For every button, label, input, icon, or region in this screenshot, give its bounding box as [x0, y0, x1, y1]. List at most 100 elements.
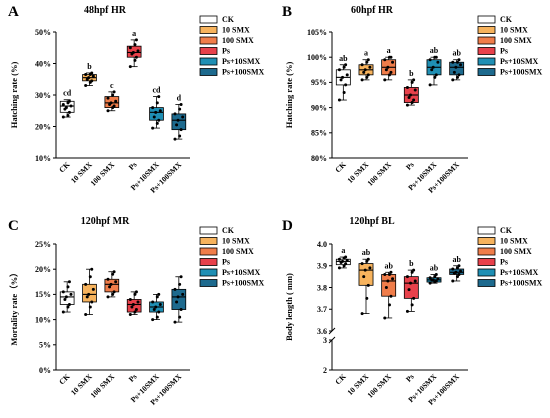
data-point	[136, 49, 140, 53]
data-point	[387, 272, 391, 276]
data-point	[363, 268, 367, 272]
legend-label: Ps+10SMX	[500, 268, 539, 277]
data-point	[179, 102, 183, 106]
data-point	[106, 277, 110, 281]
data-point	[67, 280, 71, 284]
chart-panel-d: D 120hpf BL Body length ( mm) 2 33.6 3.7 3.8 3.…	[282, 216, 543, 407]
data-point	[128, 313, 132, 317]
significance-letter: d	[177, 93, 182, 102]
data-point	[455, 60, 459, 64]
data-point	[91, 74, 95, 78]
box-iqr	[149, 107, 164, 121]
data-point	[178, 134, 182, 138]
data-point	[67, 302, 71, 306]
y-tick-label: 3.6	[317, 327, 327, 336]
data-point	[459, 63, 463, 67]
data-point	[451, 279, 455, 283]
data-point	[130, 305, 134, 309]
data-point	[345, 258, 349, 262]
data-point	[384, 286, 388, 289]
data-point	[90, 267, 94, 271]
legend-label: Ps	[500, 47, 508, 56]
data-point	[131, 50, 135, 54]
data-point	[64, 295, 68, 299]
significance-letter: ab	[362, 248, 371, 257]
data-point	[112, 290, 116, 294]
box-0: ab	[335, 54, 351, 102]
data-point	[128, 46, 132, 50]
data-point	[405, 103, 409, 107]
data-point	[158, 302, 162, 306]
data-point	[157, 95, 161, 99]
data-point	[66, 305, 70, 309]
legend-swatch	[477, 15, 496, 24]
data-point	[366, 283, 370, 287]
data-point	[179, 308, 183, 312]
data-point	[410, 303, 414, 307]
data-point	[173, 137, 177, 141]
data-point	[362, 275, 366, 279]
data-point	[91, 287, 95, 291]
data-point	[133, 58, 137, 62]
data-point	[131, 302, 135, 306]
data-point	[155, 121, 159, 125]
legend-swatch	[477, 47, 496, 55]
box-4	[149, 292, 164, 322]
data-point	[155, 295, 159, 299]
data-point	[455, 266, 459, 270]
data-point	[337, 257, 341, 261]
box-3: b	[403, 259, 419, 313]
data-point	[176, 118, 180, 122]
legend-label: 100 SMX	[222, 247, 254, 256]
significance-letter: ab	[452, 255, 461, 264]
data-point	[436, 277, 440, 281]
legend-label: 100 SMX	[500, 36, 532, 45]
data-point	[342, 90, 346, 94]
legend-label: Ps	[500, 258, 508, 267]
y-axis-label: Mortality rate（%）	[9, 268, 19, 345]
data-point	[152, 115, 156, 119]
box-1: a	[358, 49, 374, 82]
legend-label: 10 SMX	[500, 237, 528, 246]
box-2: ab	[381, 261, 397, 320]
data-point	[178, 107, 182, 111]
significance-letter: a	[341, 246, 345, 255]
box-3: a	[126, 29, 142, 69]
data-point	[128, 65, 132, 69]
legend-swatch	[477, 279, 496, 287]
data-point	[133, 43, 137, 47]
box-1: b	[82, 62, 97, 88]
legend-label: 10 SMX	[500, 26, 528, 35]
data-point	[337, 266, 341, 270]
data-point	[109, 282, 113, 286]
y-axis-label: Body length ( mm)	[284, 273, 294, 341]
x-tick-label: 100 SMX	[89, 160, 117, 188]
data-point	[345, 73, 349, 77]
data-point	[454, 270, 458, 274]
legend-swatch	[199, 47, 218, 55]
data-point	[452, 70, 456, 74]
data-point	[383, 272, 387, 276]
data-point	[363, 68, 367, 72]
data-point	[84, 282, 88, 286]
data-point	[90, 71, 94, 75]
data-point	[365, 60, 369, 64]
y-tick-label: 25%	[35, 240, 51, 249]
data-point	[85, 295, 89, 299]
x-tick-label: Ps	[127, 160, 139, 172]
y-tick-label: 50%	[35, 28, 51, 37]
data-point	[366, 58, 370, 62]
data-point	[134, 55, 138, 59]
data-point	[433, 75, 437, 79]
data-point	[151, 106, 155, 110]
data-point	[344, 83, 348, 87]
significance-letter: cd	[63, 89, 72, 98]
box-iqr	[171, 288, 187, 310]
data-point	[87, 76, 91, 80]
data-point	[112, 104, 116, 108]
data-point	[90, 300, 94, 304]
data-point	[134, 308, 138, 312]
box-0: cd	[59, 89, 75, 119]
data-point	[407, 288, 411, 292]
